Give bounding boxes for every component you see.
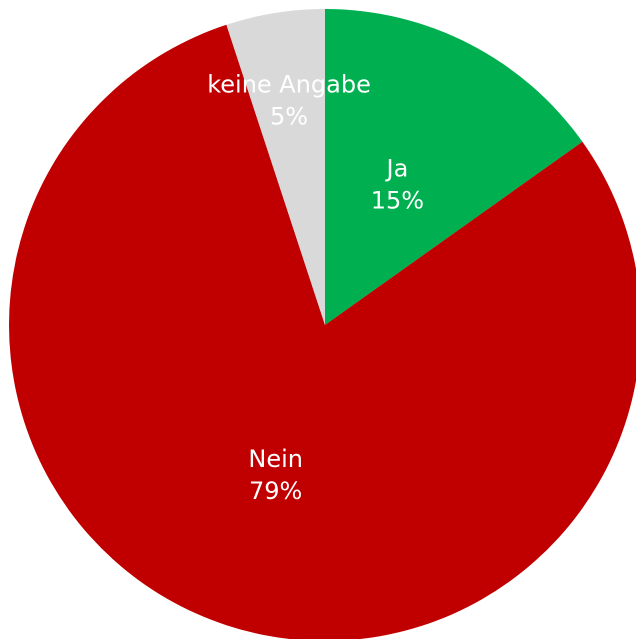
slice-name: keine Angabe (207, 70, 371, 98)
pie-slice (325, 9, 583, 325)
slice-value-label: 15% (371, 187, 424, 215)
slice-name: Ja (385, 155, 409, 183)
slice-name: Nein (248, 445, 303, 473)
slice-value-label: 5% (270, 102, 308, 130)
slice-value-label: 79% (249, 477, 302, 505)
pie-slice (9, 24, 636, 639)
pie-slice (226, 9, 325, 325)
